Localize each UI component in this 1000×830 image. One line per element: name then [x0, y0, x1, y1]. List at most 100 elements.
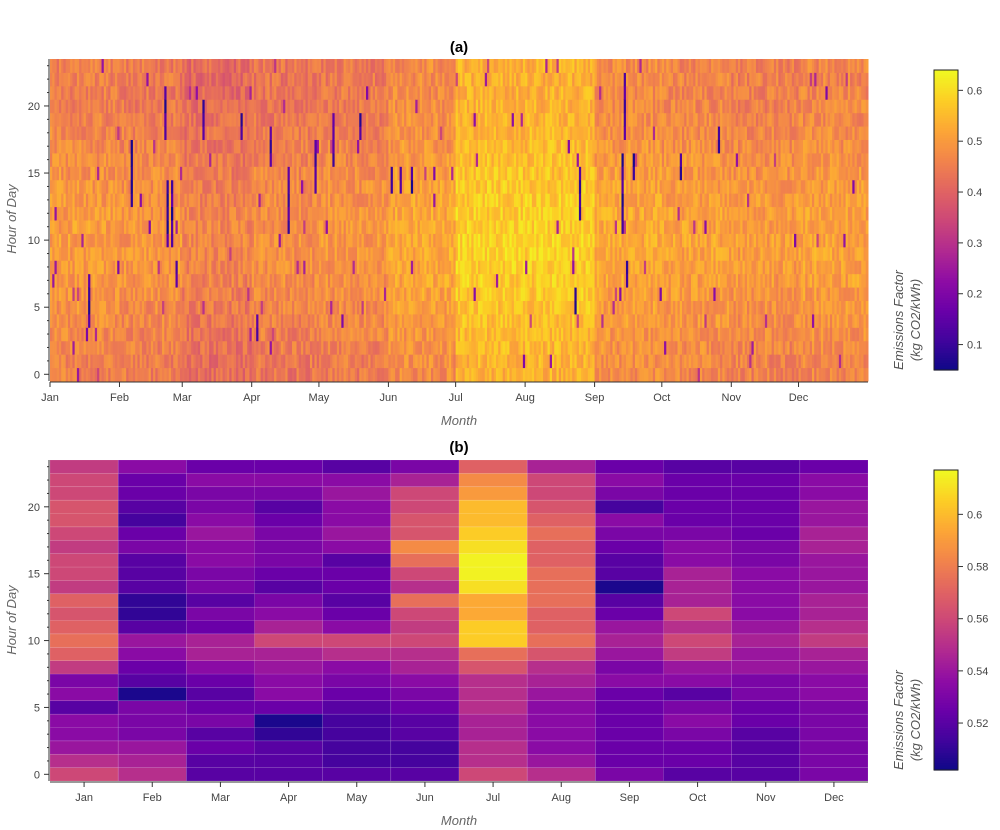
heatmap-cell	[99, 300, 103, 315]
heatmap-cell	[345, 273, 349, 288]
heatmap-cell	[397, 340, 401, 355]
heatmap-cell	[404, 72, 407, 87]
heatmap-cell	[244, 220, 248, 234]
heatmap-cell	[155, 220, 159, 234]
heatmap-cell	[478, 112, 481, 127]
heatmap-cell	[123, 166, 127, 181]
heatmap-cell	[343, 313, 347, 328]
heatmap-cell	[166, 85, 170, 100]
heatmap-cell	[61, 313, 64, 328]
heatmap-cell	[437, 233, 441, 248]
heatmap-cell	[507, 340, 510, 355]
heatmap-cell	[97, 179, 100, 194]
heatmap-cell	[334, 152, 338, 167]
heatmap-cell	[348, 112, 351, 127]
heatmap-cell	[244, 126, 248, 140]
heatmap-cell	[395, 220, 398, 234]
heatmap-cell	[132, 354, 136, 369]
heatmap-cell	[63, 354, 67, 369]
heatmap-cell	[325, 59, 329, 73]
heatmap-cell	[262, 246, 266, 261]
heatmap-cell	[119, 152, 123, 167]
heatmap-cell	[213, 85, 217, 100]
heatmap-cell	[193, 300, 197, 315]
heatmap-cell	[357, 313, 360, 328]
heatmap-cell	[139, 206, 143, 221]
heatmap-cell	[390, 367, 394, 382]
heatmap-cell	[88, 166, 91, 181]
heatmap-cell	[480, 220, 484, 234]
heatmap-cell	[117, 287, 120, 301]
heatmap-cell	[350, 340, 354, 355]
heatmap-cell	[410, 313, 414, 328]
heatmap-cell	[422, 220, 425, 234]
heatmap-cell	[159, 139, 163, 154]
heatmap-cell	[251, 313, 255, 328]
heatmap-cell	[345, 99, 349, 114]
heatmap-cell	[97, 59, 100, 73]
heatmap-cell	[327, 139, 331, 154]
heatmap-cell	[227, 99, 230, 114]
heatmap-cell	[271, 300, 275, 315]
heatmap-cell	[128, 193, 132, 208]
heatmap-cell	[298, 99, 302, 114]
heatmap-cell	[430, 85, 434, 100]
heatmap-cell	[285, 287, 289, 301]
heatmap-cell	[404, 139, 407, 154]
heatmap-cell	[276, 327, 280, 342]
heatmap-cell	[112, 206, 116, 221]
heatmap-cell	[182, 152, 185, 167]
heatmap-cell	[354, 327, 358, 342]
heatmap-cell	[516, 340, 519, 355]
heatmap-cell	[451, 340, 454, 355]
heatmap-cell	[489, 126, 492, 140]
heatmap-cell	[339, 59, 342, 73]
heatmap-cell	[343, 260, 347, 275]
heatmap-cell	[399, 246, 403, 261]
heatmap-cell	[278, 300, 282, 315]
heatmap-cell	[473, 85, 477, 100]
heatmap-cell	[260, 287, 264, 301]
heatmap-cell	[424, 179, 428, 194]
heatmap-cell	[309, 139, 313, 154]
heatmap-cell	[379, 139, 383, 154]
heatmap-cell	[372, 85, 376, 100]
heatmap-cell	[269, 287, 273, 301]
heatmap-cell	[144, 354, 147, 369]
heatmap-cell	[500, 354, 504, 369]
heatmap-cell	[164, 220, 168, 234]
heatmap-cell	[114, 340, 118, 355]
heatmap-cell	[72, 206, 76, 221]
heatmap-cell	[507, 300, 510, 315]
heatmap-cell	[460, 59, 463, 73]
heatmap-cell	[453, 300, 457, 315]
heatmap-cell	[123, 220, 127, 234]
heatmap-cell	[119, 99, 123, 114]
heatmap-cell	[94, 367, 98, 382]
heatmap-cell	[401, 273, 405, 288]
heatmap-cell	[462, 287, 466, 301]
heatmap-cell	[323, 85, 327, 100]
heatmap-cell	[352, 206, 356, 221]
heatmap-cell	[117, 193, 120, 208]
heatmap-cell	[123, 233, 127, 248]
heatmap-cell	[410, 220, 414, 234]
heatmap-cell	[74, 179, 78, 194]
heatmap-cell	[106, 260, 109, 275]
heatmap-cell	[482, 179, 486, 194]
heatmap-cell	[97, 260, 100, 275]
heatmap-cell	[372, 99, 376, 114]
heatmap-cell	[159, 300, 163, 315]
heatmap-cell	[507, 220, 510, 234]
heatmap-cell	[85, 99, 89, 114]
heatmap-cell	[354, 273, 358, 288]
heatmap-cell	[365, 300, 369, 315]
heatmap-cell	[359, 246, 363, 261]
heatmap-cell	[383, 126, 387, 140]
heatmap-cell	[173, 313, 177, 328]
heatmap-cell	[204, 126, 208, 140]
heatmap-cell	[424, 112, 428, 127]
heatmap-cell	[401, 206, 405, 221]
heatmap-cell	[469, 313, 472, 328]
heatmap-cell	[191, 340, 194, 355]
